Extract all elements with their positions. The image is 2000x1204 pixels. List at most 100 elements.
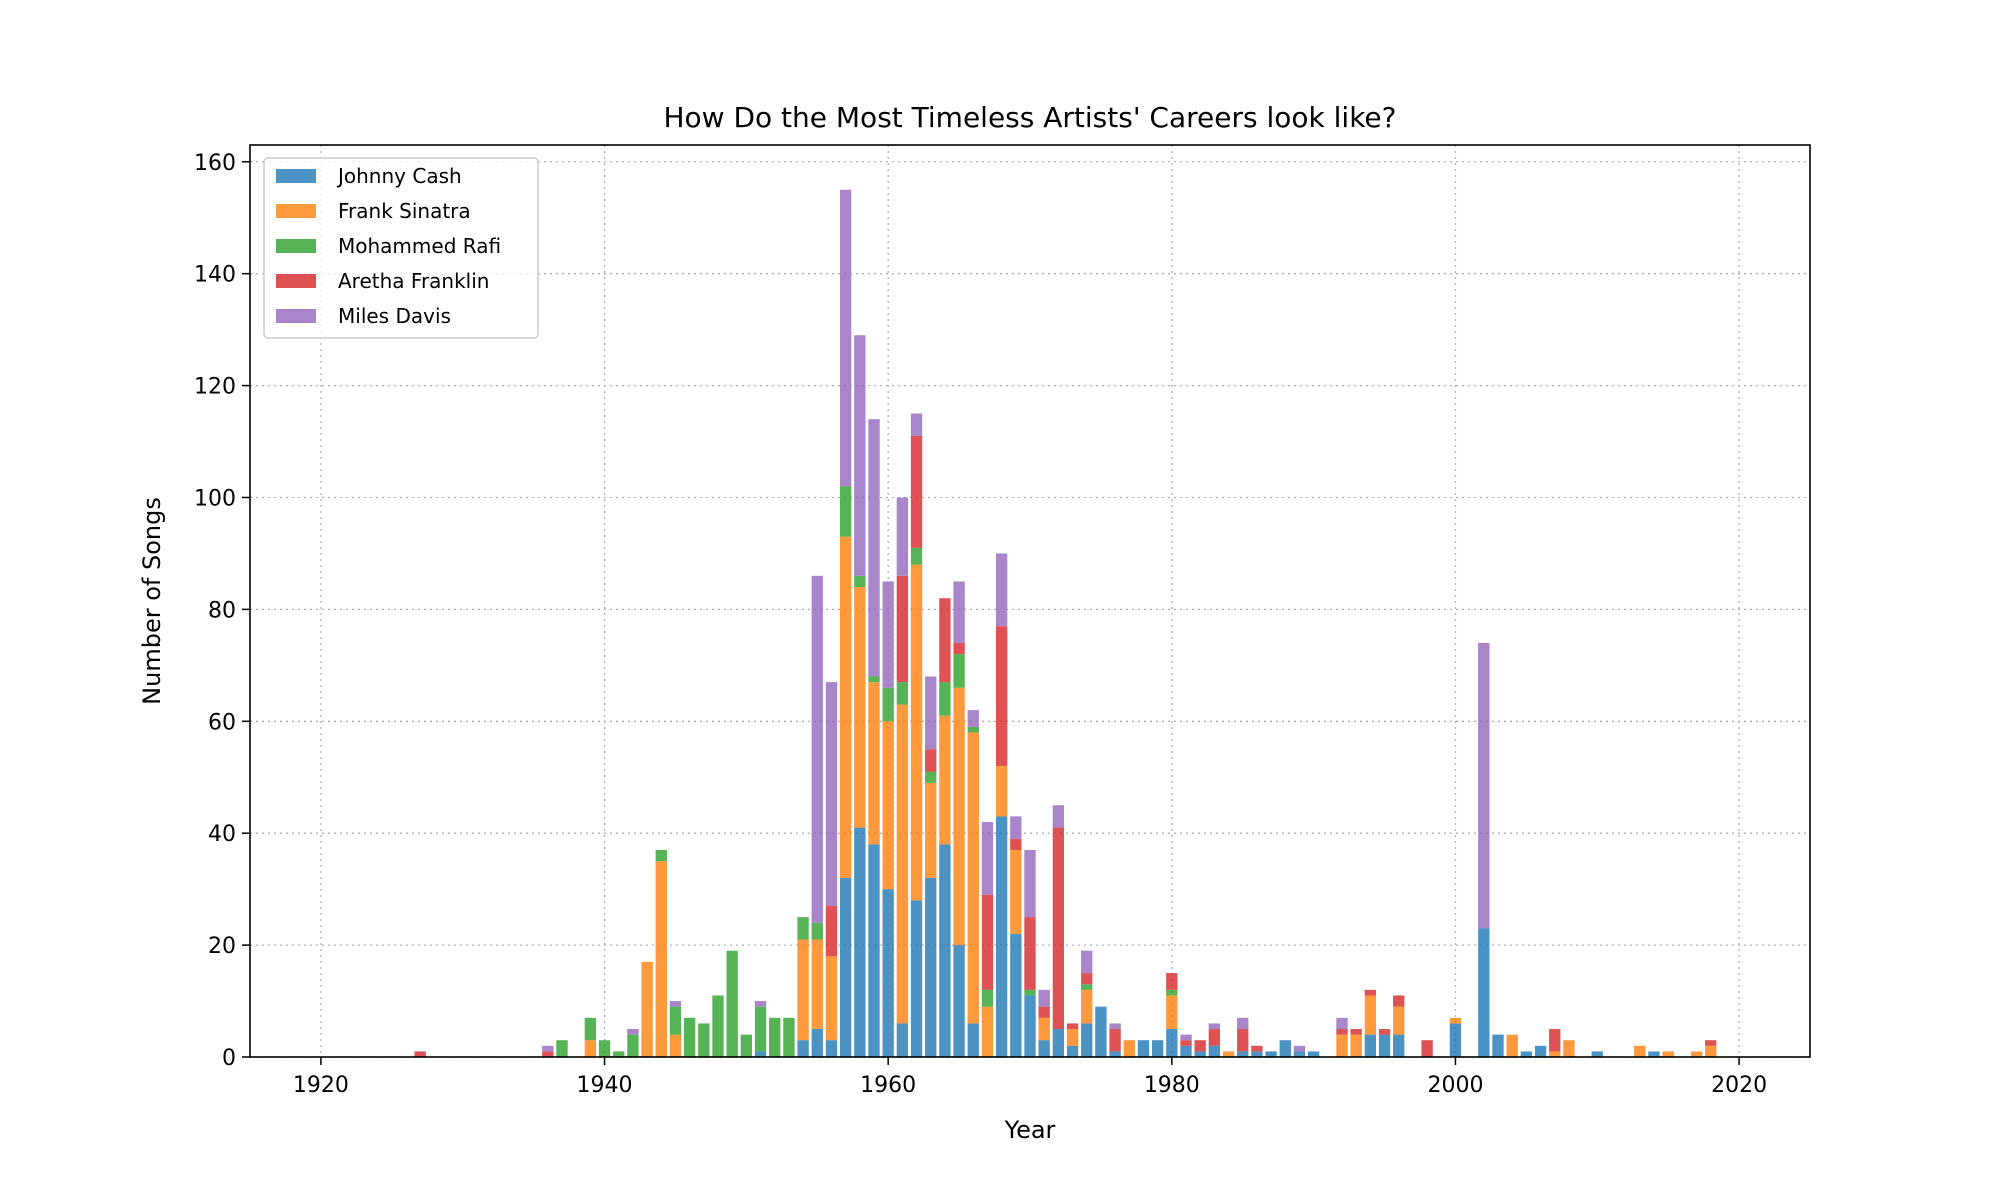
x-axis-label: Year — [1004, 1116, 1056, 1144]
bar-segment-frank-sinatra — [1364, 995, 1377, 1035]
bar-segment-aretha-franklin — [1038, 1006, 1050, 1018]
bar-segment-frank-sinatra — [1449, 1017, 1462, 1024]
bar-segment-frank-sinatra — [1705, 1045, 1717, 1057]
bar-segment-johnny-cash — [1534, 1045, 1547, 1057]
bar-segment-frank-sinatra — [641, 961, 653, 1057]
bar-segment-frank-sinatra — [839, 536, 852, 878]
bar-segment-mohammed-rafi — [598, 1040, 611, 1057]
bar-segment-frank-sinatra — [1166, 995, 1178, 1030]
bar-segment-mohammed-rafi — [1166, 989, 1178, 996]
legend-swatch — [276, 204, 316, 218]
bar-segment-aretha-franklin — [1194, 1040, 1206, 1052]
y-tick-label: 80 — [208, 598, 236, 623]
bar-segment-mohammed-rafi — [769, 1017, 781, 1057]
bar-segment-johnny-cash — [1307, 1051, 1320, 1057]
bar-segment-aretha-franklin — [1052, 827, 1065, 1030]
bar-segment-miles-davis — [1109, 1023, 1121, 1030]
legend: Johnny Cash Frank Sinatra Mohammed Rafi Are… — [263, 157, 539, 339]
bar-segment-aretha-franklin — [953, 642, 965, 655]
bar-segment-mohammed-rafi — [754, 1006, 767, 1052]
bar-segment-johnny-cash — [995, 816, 1008, 1057]
legend-label: Miles Davis — [338, 304, 451, 328]
bar-segment-johnny-cash — [797, 1040, 809, 1057]
bar-segment-mohammed-rafi — [967, 726, 979, 733]
bar-segment-johnny-cash — [839, 877, 852, 1057]
bar-segment-johnny-cash — [811, 1029, 823, 1057]
bar-segment-johnny-cash — [925, 877, 937, 1057]
bar-segment-miles-davis — [1180, 1034, 1192, 1041]
y-tick-label: 160 — [194, 151, 236, 176]
bar-segment-johnny-cash — [1137, 1040, 1150, 1057]
plot-frame — [249, 144, 1811, 1058]
bar-segment-johnny-cash — [1492, 1034, 1504, 1057]
bar-segment-johnny-cash — [953, 945, 965, 1057]
bar-segment-johnny-cash — [868, 844, 880, 1057]
bar-segment-johnny-cash — [967, 1023, 979, 1057]
bar-segment-aretha-franklin — [1705, 1040, 1717, 1046]
bar-segment-aretha-franklin — [896, 575, 909, 683]
bar-segment-johnny-cash — [882, 889, 894, 1057]
bar-segment-miles-davis — [542, 1045, 554, 1052]
bar-segment-frank-sinatra — [1222, 1051, 1235, 1057]
legend-swatch — [276, 274, 316, 288]
bar-segment-aretha-franklin — [910, 435, 923, 548]
bar-segment-johnny-cash — [1066, 1045, 1079, 1057]
bar-segment-frank-sinatra — [825, 956, 838, 1041]
bar-segment-miles-davis — [1010, 816, 1022, 839]
bar-segment-aretha-franklin — [1251, 1045, 1263, 1052]
legend-label: Frank Sinatra — [338, 199, 471, 223]
bar-segment-frank-sinatra — [854, 587, 866, 828]
bar-segment-miles-davis — [896, 497, 909, 576]
bar-segment-mohammed-rafi — [556, 1040, 568, 1057]
chart-title: How Do the Most Timeless Artists' Career… — [663, 101, 1396, 134]
bar-segment-aretha-franklin — [1237, 1029, 1249, 1052]
bar-segment-frank-sinatra — [1549, 1051, 1561, 1057]
bar-segment-johnny-cash — [1293, 1051, 1306, 1057]
bar-segment-aretha-franklin — [1010, 838, 1022, 850]
bar-segment-mohammed-rafi — [910, 547, 923, 565]
bar-segment-mohammed-rafi — [981, 989, 994, 1007]
bar-segment-aretha-franklin — [925, 749, 937, 772]
bar-segment-aretha-franklin — [1109, 1029, 1121, 1052]
bar-segment-frank-sinatra — [953, 687, 965, 946]
bar-segment-aretha-franklin — [1208, 1029, 1221, 1046]
bar-segment-johnny-cash — [1449, 1023, 1462, 1057]
bar-segment-aretha-franklin — [1549, 1029, 1561, 1052]
bar-segment-frank-sinatra — [1123, 1040, 1135, 1057]
bar-segment-aretha-franklin — [995, 626, 1008, 767]
y-tick-label: 40 — [208, 822, 236, 847]
bar-segment-frank-sinatra — [1393, 1006, 1405, 1035]
bar-segment-mohammed-rafi — [882, 687, 894, 722]
x-tick-label: 1980 — [1144, 1073, 1200, 1098]
bar-segment-frank-sinatra — [811, 939, 823, 1030]
bar-segment-frank-sinatra — [995, 766, 1008, 817]
bar-segment-mohammed-rafi — [627, 1034, 639, 1057]
bar-segment-mohammed-rafi — [1024, 989, 1036, 996]
bar-segment-mohammed-rafi — [925, 771, 937, 783]
bar-segment-johnny-cash — [1081, 1023, 1093, 1057]
bar-segment-mohammed-rafi — [939, 682, 951, 716]
bar-segment-mohammed-rafi — [613, 1051, 625, 1057]
bar-segment-frank-sinatra — [1081, 989, 1093, 1024]
bar-segment-mohammed-rafi — [811, 922, 823, 940]
x-tick-label: 1960 — [860, 1073, 916, 1098]
bar-segment-johnny-cash — [1166, 1029, 1178, 1057]
bar-segment-mohammed-rafi — [868, 676, 880, 683]
bar-segment-frank-sinatra — [896, 704, 909, 1024]
bar-segment-johnny-cash — [1520, 1051, 1533, 1057]
bar-segment-mohammed-rafi — [854, 575, 866, 588]
bar-segment-miles-davis — [995, 553, 1008, 627]
bar-segment-johnny-cash — [939, 844, 951, 1057]
bar-segment-johnny-cash — [1151, 1040, 1164, 1057]
bar-segment-frank-sinatra — [1634, 1045, 1646, 1057]
y-tick-label: 100 — [194, 486, 236, 511]
bar-segment-miles-davis — [1024, 849, 1036, 918]
bar-segment-aretha-franklin — [1393, 995, 1405, 1007]
bar-segment-frank-sinatra — [1038, 1017, 1050, 1041]
bar-segment-johnny-cash — [1194, 1051, 1206, 1057]
bar-segment-miles-davis — [825, 682, 838, 906]
bar-segment-frank-sinatra — [1066, 1029, 1079, 1046]
bar-segment-aretha-franklin — [825, 905, 838, 957]
